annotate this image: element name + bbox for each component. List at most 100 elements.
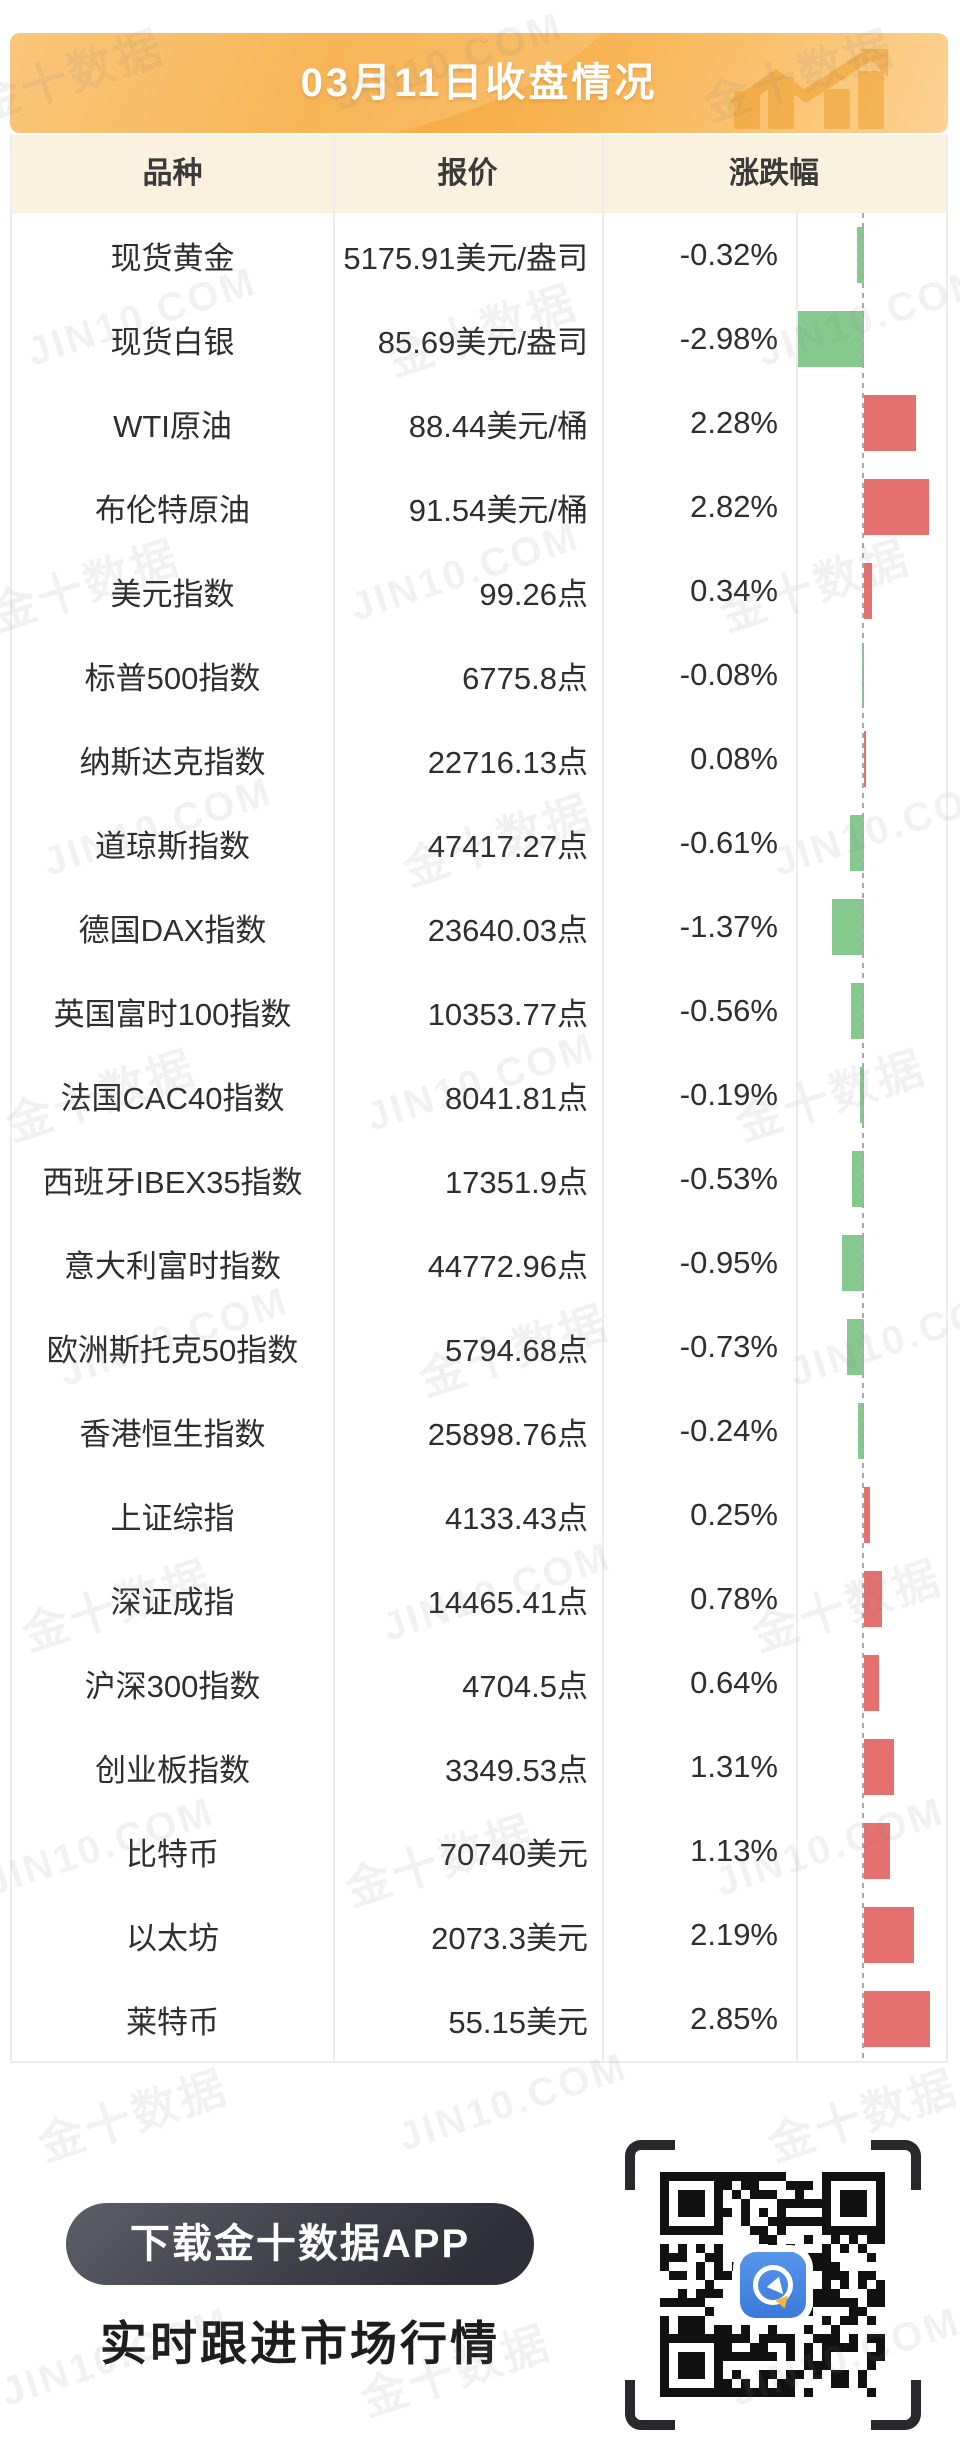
qr-module: [876, 2181, 885, 2190]
qr-module: [831, 2262, 840, 2271]
qr-module: [858, 2352, 867, 2361]
qr-module: [741, 2235, 750, 2244]
qr-module: [840, 2307, 849, 2316]
qr-corner-bracket: [625, 2140, 675, 2190]
qr-module: [858, 2262, 867, 2271]
qr-module: [678, 2235, 687, 2244]
qr-module: [813, 2190, 822, 2199]
qr-module: [660, 2307, 669, 2316]
qr-module: [849, 2307, 858, 2316]
table-header-row: 品种 报价 涨跌幅: [12, 135, 946, 213]
qr-module: [831, 2208, 840, 2217]
qr-module: [876, 2262, 885, 2271]
table-row: 现货黄金 5175.91美元/盎司 -0.32%: [12, 213, 946, 297]
change-bar-cell: [796, 1725, 946, 1809]
qr-module: [858, 2325, 867, 2334]
instrument-change: 0.08%: [690, 741, 778, 776]
qr-module: [750, 2199, 759, 2208]
qr-module: [705, 2352, 714, 2361]
qr-module: [705, 2361, 714, 2370]
qr-module: [678, 2334, 687, 2343]
qr-module: [678, 2226, 687, 2235]
qr-module: [714, 2307, 723, 2316]
qr-module: [732, 2226, 741, 2235]
qr-module: [750, 2208, 759, 2217]
qr-module: [714, 2271, 723, 2280]
qr-module: [804, 2181, 813, 2190]
qr-module: [840, 2379, 849, 2388]
instrument-name: 标普500指数: [84, 660, 261, 696]
qr-module: [876, 2280, 885, 2289]
download-app-button[interactable]: 下载金十数据APP: [66, 2203, 534, 2285]
qr-module: [687, 2244, 696, 2253]
qr-module: [822, 2334, 831, 2343]
change-bar: [864, 1739, 895, 1795]
instrument-name: 英国富时100指数: [53, 996, 292, 1032]
change-bar: [864, 731, 866, 787]
qr-module: [705, 2307, 714, 2316]
qr-module: [759, 2235, 768, 2244]
qr-module: [687, 2334, 696, 2343]
qr-module: [867, 2271, 876, 2280]
qr-module: [795, 2244, 804, 2253]
qr-module: [840, 2388, 849, 2397]
qr-module: [696, 2316, 705, 2325]
qr-module: [705, 2334, 714, 2343]
qr-module: [705, 2217, 714, 2226]
qr-module: [831, 2217, 840, 2226]
column-header-change: 涨跌幅: [729, 157, 819, 190]
instrument-quote: 5794.68点: [444, 1332, 588, 1368]
table-row: 以太坊 2073.3美元 2.19%: [12, 1893, 946, 1977]
instrument-name: 道琼斯指数: [95, 828, 250, 864]
qr-module: [732, 2343, 741, 2352]
qr-module: [669, 2181, 678, 2190]
qr-module: [678, 2190, 687, 2199]
column-header-variety: 品种: [142, 157, 203, 190]
qr-module: [858, 2244, 867, 2253]
qr-module: [732, 2217, 741, 2226]
change-bar-cell: [796, 885, 946, 969]
qr-module: [831, 2388, 840, 2397]
qr-module: [813, 2334, 822, 2343]
qr-module: [723, 2370, 732, 2379]
qr-module: [795, 2325, 804, 2334]
qr-module: [858, 2361, 867, 2370]
qr-module: [741, 2190, 750, 2199]
qr-module: [867, 2379, 876, 2388]
change-bar: [851, 983, 864, 1039]
instrument-quote: 44772.96点: [427, 1248, 588, 1284]
qr-module: [867, 2334, 876, 2343]
qr-module: [705, 2343, 714, 2352]
qr-module: [714, 2352, 723, 2361]
qr-module: [768, 2379, 777, 2388]
change-bar: [864, 1991, 930, 2047]
qr-module: [813, 2298, 822, 2307]
instrument-change: 1.31%: [690, 1749, 778, 1784]
qr-module: [822, 2379, 831, 2388]
qr-module: [822, 2244, 831, 2253]
qr-module: [687, 2388, 696, 2397]
qr-module: [858, 2280, 867, 2289]
table-row: 欧洲斯托克50指数 5794.68点 -0.73%: [12, 1305, 946, 1389]
qr-module: [687, 2190, 696, 2199]
qr-module: [849, 2298, 858, 2307]
qr-module: [714, 2244, 723, 2253]
qr-module: [840, 2271, 849, 2280]
qr-module: [714, 2289, 723, 2298]
table-row: 意大利富时指数 44772.96点 -0.95%: [12, 1221, 946, 1305]
qr-module: [696, 2181, 705, 2190]
qr-module: [858, 2217, 867, 2226]
qr-module: [768, 2316, 777, 2325]
qr-module: [669, 2379, 678, 2388]
qr-module: [867, 2235, 876, 2244]
qr-module: [822, 2217, 831, 2226]
qr-module: [660, 2280, 669, 2289]
qr-module: [714, 2190, 723, 2199]
qr-module: [696, 2289, 705, 2298]
qr-code[interactable]: [625, 2140, 921, 2430]
qr-module: [795, 2181, 804, 2190]
qr-module: [768, 2334, 777, 2343]
qr-module: [705, 2388, 714, 2397]
qr-module: [732, 2325, 741, 2334]
